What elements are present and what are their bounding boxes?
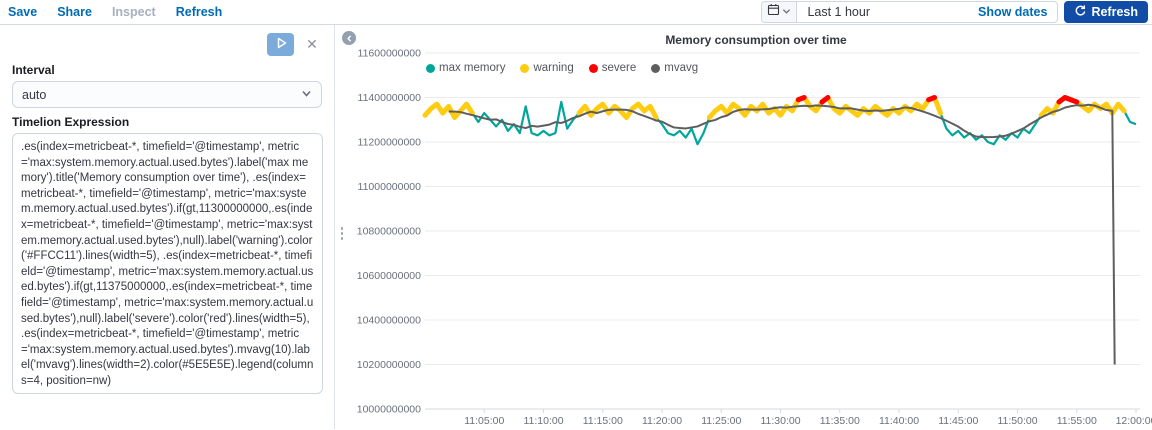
series-line-warning (576, 101, 659, 121)
collapse-panel-button[interactable] (342, 31, 356, 45)
series-line-mvavg (448, 103, 1116, 365)
legend-dot (651, 63, 661, 73)
run-expression-button[interactable] (267, 32, 294, 56)
editor-toolbar: ✕ (12, 32, 322, 56)
legend-dot (520, 63, 530, 73)
time-range-value[interactable]: Last 1 hour (807, 5, 870, 19)
y-axis-label: 10600000000 (357, 270, 421, 282)
y-axis-label: 10400000000 (357, 315, 421, 327)
y-axis-label: 10800000000 (357, 226, 421, 238)
interval-select-value: auto (22, 87, 47, 102)
memory-chart: 11600000000 11400000000 11200000000 1100000… (357, 48, 1152, 428)
top-navigation: Save Share Inspect Refresh (0, 0, 1152, 25)
chevron-down-icon (301, 88, 312, 102)
timelion-editor-panel: ✕ Interval auto Timelion Expression .es(… (0, 25, 335, 429)
x-axis-label: 11:05:00 (464, 415, 504, 427)
show-dates-button[interactable]: Show dates (977, 5, 1048, 19)
x-axis-label: 11:50:00 (997, 415, 1037, 427)
share-button[interactable]: Share (57, 5, 92, 19)
date-picker: Last 1 hour Show dates (761, 1, 1059, 23)
series-line-warning (422, 101, 475, 121)
expression-label: Timelion Expression (12, 115, 130, 129)
y-axis-label: 10000000000 (357, 404, 421, 416)
series-line-max-memory (424, 96, 1137, 146)
chart-panel: Memory consumption over time max memory w… (357, 25, 1152, 429)
chevron-left-icon (345, 31, 354, 46)
legend-dot (588, 63, 598, 73)
x-axis-label: 11:35:00 (820, 415, 860, 427)
series-line-severe (1056, 95, 1080, 105)
legend-label: severe (601, 62, 637, 74)
x-axis-label: 11:10:00 (523, 415, 563, 427)
y-axis-label: 11200000000 (358, 137, 422, 149)
quick-select-menu-button[interactable] (762, 2, 798, 22)
series-line-severe (926, 95, 938, 103)
x-axis-label: 11:25:00 (701, 415, 741, 427)
close-icon: ✕ (306, 36, 318, 52)
series-line-severe (819, 95, 831, 105)
y-axis-label: 11400000000 (358, 92, 422, 104)
legend-dot (426, 63, 435, 73)
close-editor-button[interactable]: ✕ (304, 37, 320, 51)
play-icon (270, 34, 292, 55)
inspect-button[interactable]: Inspect (111, 5, 156, 19)
save-button[interactable]: Save (8, 5, 38, 19)
y-axis-label: 10200000000 (357, 359, 421, 371)
x-axis-label: 12:00:00 (1116, 415, 1152, 427)
x-axis-label: 11:20:00 (642, 415, 682, 427)
legend-item-warning[interactable]: warning (520, 62, 574, 74)
timelion-expression-input[interactable]: .es(index=metricbeat-*, timefield='@time… (12, 133, 323, 394)
y-axis-label: 11000000000 (358, 181, 422, 193)
time-controls: Last 1 hour Show dates Refresh (761, 1, 1148, 23)
x-axis-label: 11:30:00 (760, 415, 800, 427)
panel-resizer (336, 25, 360, 429)
interval-select[interactable]: auto (12, 81, 322, 108)
x-axis-label: 11:40:00 (879, 415, 919, 427)
legend-item-mvavg[interactable]: mvavg (651, 62, 698, 74)
calendar-icon (767, 3, 780, 21)
chart-title: Memory consumption over time (665, 33, 847, 47)
series-line-severe (795, 95, 807, 103)
y-axis-label: 11600000000 (358, 48, 422, 60)
chart-legend: max memory warning severe mvavg (426, 62, 698, 74)
x-axis-label: 11:45:00 (938, 415, 978, 427)
interval-label: Interval (12, 63, 55, 77)
legend-label: max memory (439, 62, 506, 74)
main-content: ✕ Interval auto Timelion Expression .es(… (0, 25, 1152, 429)
legend-item-severe[interactable]: severe (588, 62, 637, 74)
resize-handle-icon[interactable] (338, 227, 346, 240)
x-axis-label: 11:15:00 (583, 415, 623, 427)
legend-label: mvavg (664, 62, 699, 74)
chevron-down-icon (782, 3, 791, 21)
refresh-icon (1074, 4, 1086, 20)
refresh-link[interactable]: Refresh (175, 5, 223, 19)
legend-label: warning (533, 62, 574, 74)
refresh-button[interactable]: Refresh (1064, 1, 1148, 23)
refresh-button-label: Refresh (1091, 5, 1138, 19)
legend-item-max-memory[interactable]: max memory (426, 62, 505, 74)
x-axis-label: 11:55:00 (1057, 415, 1097, 427)
nav-links: Save Share Inspect Refresh (8, 5, 222, 19)
